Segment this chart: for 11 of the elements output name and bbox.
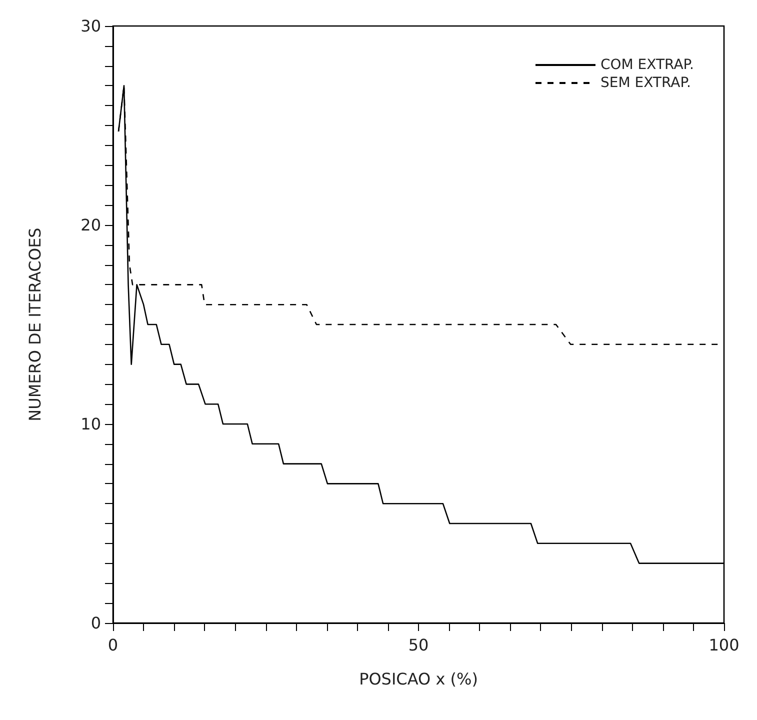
x-axis-title: POSICAO x (%)	[359, 670, 478, 688]
x-tick-label: 100	[708, 636, 740, 654]
legend-label: COM EXTRAP.	[600, 57, 694, 73]
legend-label: SEM EXTRAP.	[600, 75, 691, 91]
y-axis-title: NUMERO DE ITERACOES	[26, 228, 44, 422]
y-tick-label: 0	[90, 614, 101, 632]
y-tick-label: 20	[80, 216, 101, 234]
x-tick-label: 50	[408, 636, 429, 654]
y-tick-label: 10	[80, 414, 101, 434]
y-tick-label: 30	[80, 16, 101, 36]
x-tick-label: 0	[108, 636, 118, 654]
